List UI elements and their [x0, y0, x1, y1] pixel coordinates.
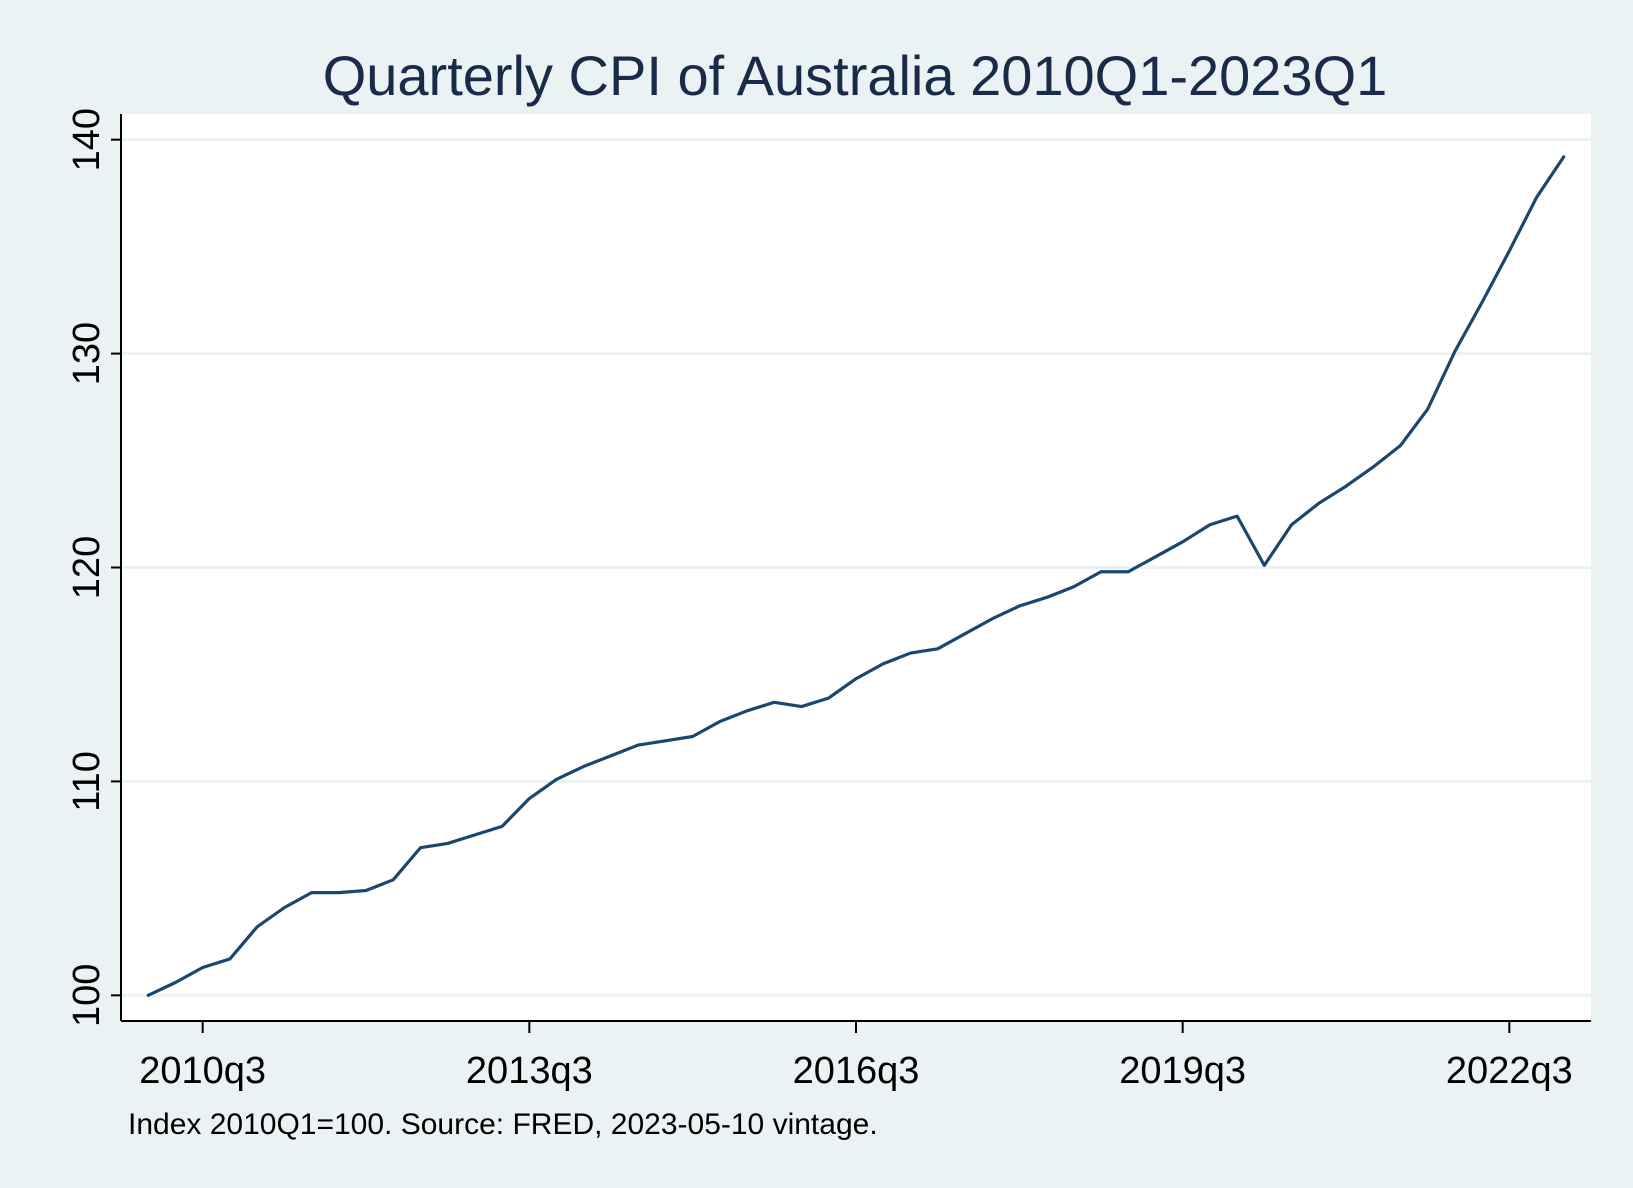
x-tick-label: 2022q3 [1446, 1050, 1573, 1092]
y-tick-label: 110 [66, 751, 108, 812]
gridlines [121, 138, 1591, 997]
x-tick-label: 2019q3 [1119, 1050, 1246, 1092]
chart-title: Quarterly CPI of Australia 2010Q1-2023Q1 [323, 44, 1388, 107]
tick-labels: 100 110 120 130 140 2010q3 2013q3 2016q3 2019q3 2… [66, 108, 1573, 1092]
axes [111, 114, 1591, 1033]
series-layer [146, 155, 1566, 997]
y-tick-label: 130 [66, 322, 108, 385]
chart-note: Index 2010Q1=100. Source: FRED, 2023-05-… [128, 1108, 878, 1141]
x-tick-label: 2010q3 [139, 1050, 266, 1092]
y-tick-label: 120 [66, 536, 108, 599]
x-tick-label: 2016q3 [793, 1050, 920, 1092]
x-tick-label: 2013q3 [466, 1050, 593, 1092]
y-tick-label: 140 [66, 108, 108, 171]
y-tick-label: 100 [66, 964, 108, 1027]
